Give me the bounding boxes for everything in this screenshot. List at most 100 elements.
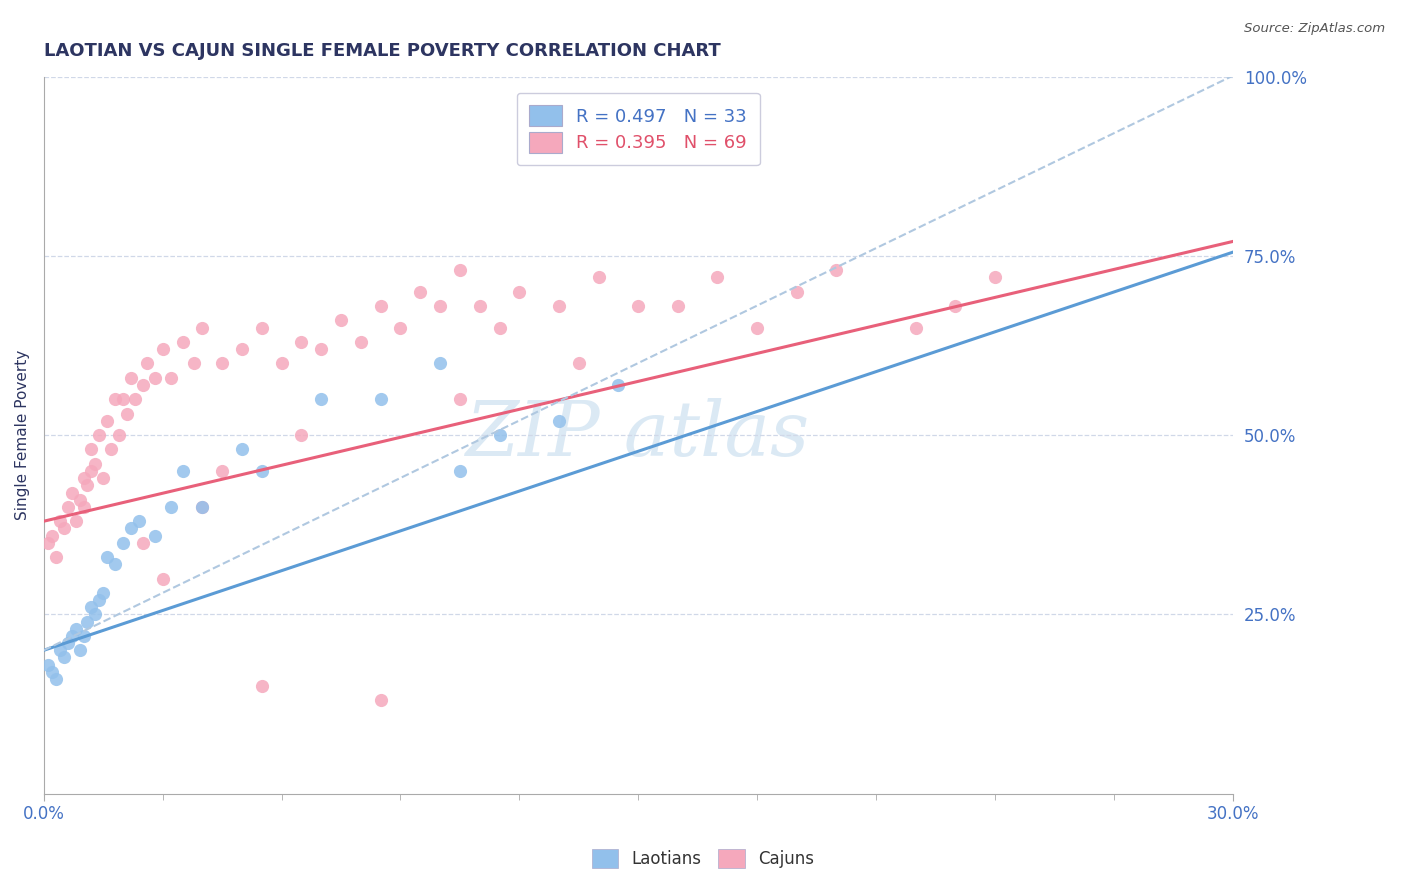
Point (825, 263, 848, 277)
Point (250, 679, 273, 693)
Point (370, 392, 392, 407)
Point (48, 643, 70, 657)
Point (152, 572, 174, 586)
Point (48, 514, 70, 528)
Point (135, 356, 157, 370)
Point (80, 442, 103, 457)
Point (231, 442, 253, 457)
Text: Source: ZipAtlas.com: Source: ZipAtlas.com (1244, 22, 1385, 36)
Point (65, 514, 87, 528)
Point (143, 528, 166, 542)
Point (568, 356, 591, 370)
Point (745, 320, 768, 334)
Point (132, 535, 155, 549)
Point (52, 650, 75, 665)
Point (69, 643, 91, 657)
Point (706, 270, 728, 285)
Point (45, 549, 67, 564)
Point (132, 378, 155, 392)
Point (449, 392, 471, 407)
Point (409, 285, 432, 299)
Point (183, 356, 205, 370)
Point (488, 320, 510, 334)
Point (65, 622, 87, 636)
Point (41, 528, 63, 542)
Point (45, 672, 67, 686)
Point (115, 407, 138, 421)
Point (152, 342, 174, 356)
Point (52, 521, 75, 535)
Point (91, 471, 114, 485)
Point (143, 371, 166, 385)
Point (80, 464, 103, 478)
Legend: Laotians, Cajuns: Laotians, Cajuns (585, 842, 821, 875)
Point (211, 356, 233, 370)
Point (468, 299, 491, 313)
Point (548, 414, 571, 428)
Point (309, 392, 332, 407)
Point (370, 693, 392, 707)
Point (250, 320, 273, 334)
Point (69, 492, 91, 507)
Point (429, 356, 451, 370)
Point (60, 485, 83, 500)
Point (309, 342, 332, 356)
Point (290, 428, 312, 442)
Point (96, 549, 118, 564)
Point (191, 320, 214, 334)
Point (330, 313, 353, 327)
Point (41, 665, 63, 679)
Point (120, 371, 142, 385)
Point (60, 629, 83, 643)
Text: ZIP atlas: ZIP atlas (465, 398, 810, 472)
Point (100, 442, 122, 457)
Point (231, 342, 253, 356)
Point (72, 471, 94, 485)
Point (56, 636, 79, 650)
Point (191, 500, 214, 514)
Point (943, 299, 966, 313)
Point (488, 428, 510, 442)
Point (666, 299, 689, 313)
Point (548, 299, 571, 313)
Point (104, 558, 127, 572)
Point (984, 270, 1007, 285)
Point (290, 334, 312, 349)
Point (91, 586, 114, 600)
Point (429, 299, 451, 313)
Point (84, 607, 107, 622)
Point (370, 299, 392, 313)
Point (72, 500, 94, 514)
Point (76, 478, 98, 492)
Point (120, 521, 142, 535)
Point (96, 414, 118, 428)
Point (607, 378, 630, 392)
Point (76, 615, 98, 629)
Point (172, 334, 194, 349)
Point (56, 500, 79, 514)
Point (124, 392, 146, 407)
Y-axis label: Single Female Poverty: Single Female Poverty (15, 350, 30, 520)
Point (72, 629, 94, 643)
Point (508, 285, 530, 299)
Point (89, 593, 111, 607)
Point (350, 334, 373, 349)
Point (449, 464, 471, 478)
Point (159, 371, 181, 385)
Point (80, 600, 103, 615)
Point (449, 263, 471, 277)
Point (211, 464, 233, 478)
Point (104, 392, 127, 407)
Point (112, 392, 135, 407)
Point (250, 464, 273, 478)
Point (389, 320, 412, 334)
Point (112, 535, 135, 549)
Point (588, 270, 610, 285)
Point (108, 428, 131, 442)
Point (89, 428, 111, 442)
Point (172, 464, 194, 478)
Point (786, 285, 808, 299)
Point (904, 320, 927, 334)
Point (37, 535, 59, 549)
Point (128, 514, 150, 528)
